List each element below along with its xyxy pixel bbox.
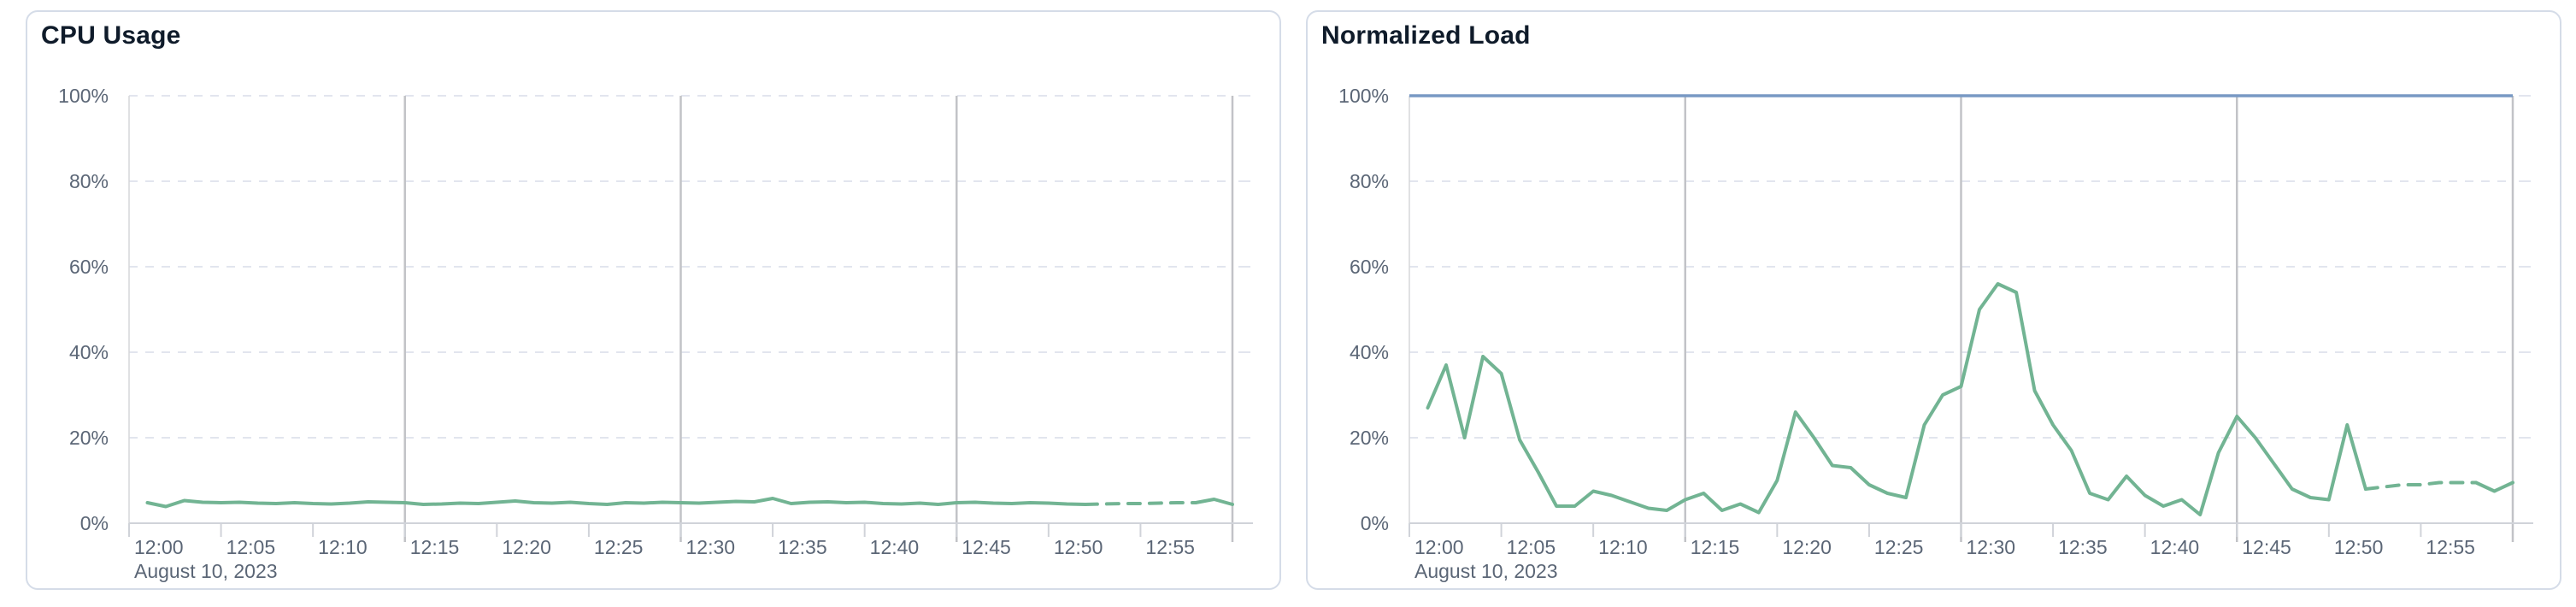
series-line-dashed <box>1083 501 1197 506</box>
x-axis-date-label: August 10, 2023 <box>134 560 278 582</box>
cpu-usage-chart[interactable]: 0% 20% 40% 60% 80% 100% 12:00 12:05 12:10 12:15 12… <box>27 12 1279 588</box>
x-tick-label: 12:05 <box>1507 536 1556 558</box>
x-tick-label: 12:20 <box>502 536 551 558</box>
x-axis-date-label: August 10, 2023 <box>1414 560 1558 582</box>
x-tick-label: 12:40 <box>2150 536 2200 558</box>
x-tick-label: 12:35 <box>2058 536 2108 558</box>
series-line-solid <box>1194 498 1234 506</box>
x-tick-label: 12:45 <box>2242 536 2291 558</box>
y-tick-label: 100% <box>1338 85 1389 107</box>
y-tick-label: 80% <box>1350 170 1389 192</box>
x-tick-label: 12:20 <box>1782 536 1832 558</box>
normalized-load-title: Normalized Load <box>1321 21 1531 50</box>
x-tick-label: 12:25 <box>594 536 644 558</box>
y-tick-label: 60% <box>1350 256 1389 278</box>
y-tick-label: 40% <box>69 341 109 363</box>
cpu-usage-title: CPU Usage <box>41 21 181 50</box>
y-tick-label: 20% <box>1350 427 1389 449</box>
y-tick-label: 0% <box>80 512 109 534</box>
y-tick-label: 0% <box>1361 512 1389 534</box>
x-tick-label: 12:30 <box>686 536 736 558</box>
x-tick-label: 12:15 <box>1691 536 1740 558</box>
x-tick-label: 12:10 <box>318 536 368 558</box>
y-tick-label: 100% <box>58 85 109 107</box>
x-tick-label: 12:40 <box>870 536 920 558</box>
x-tick-label: 12:30 <box>1967 536 2016 558</box>
y-tick-label: 60% <box>69 256 109 278</box>
x-tick-label: 12:50 <box>1054 536 1103 558</box>
series-line-solid <box>2474 480 2514 493</box>
x-tick-label: 12:05 <box>226 536 276 558</box>
x-tick-label: 12:10 <box>1598 536 1648 558</box>
x-tick-label: 12:00 <box>134 536 184 558</box>
y-tick-label: 20% <box>69 427 109 449</box>
x-tick-label: 12:55 <box>1145 536 1195 558</box>
series-line-solid <box>1426 282 2367 516</box>
x-tick-label: 12:50 <box>2334 536 2384 558</box>
x-tick-label: 12:25 <box>1874 536 1924 558</box>
normalized-load-chart[interactable]: 0% 20% 40% 60% 80% 100% 12:00 12:05 12:10 12:15 12… <box>1308 12 2560 588</box>
x-tick-label: 12:55 <box>2426 536 2475 558</box>
series-line-dashed <box>2363 480 2478 491</box>
y-tick-label: 80% <box>69 170 109 192</box>
y-tick-label: 40% <box>1350 341 1389 363</box>
x-tick-label: 12:00 <box>1414 536 1464 558</box>
x-tick-label: 12:15 <box>410 536 460 558</box>
series-line-solid <box>145 497 1087 509</box>
x-tick-label: 12:35 <box>778 536 827 558</box>
cpu-usage-widget: CPU Usage 0% 20% 40% 60% 80% 100% 12:00 12:05 12… <box>26 10 1281 590</box>
x-tick-label: 12:45 <box>962 536 1011 558</box>
normalized-load-widget: Normalized Load 0% 20% 40% 60% 80% 100% 12:00 1… <box>1306 10 2561 590</box>
